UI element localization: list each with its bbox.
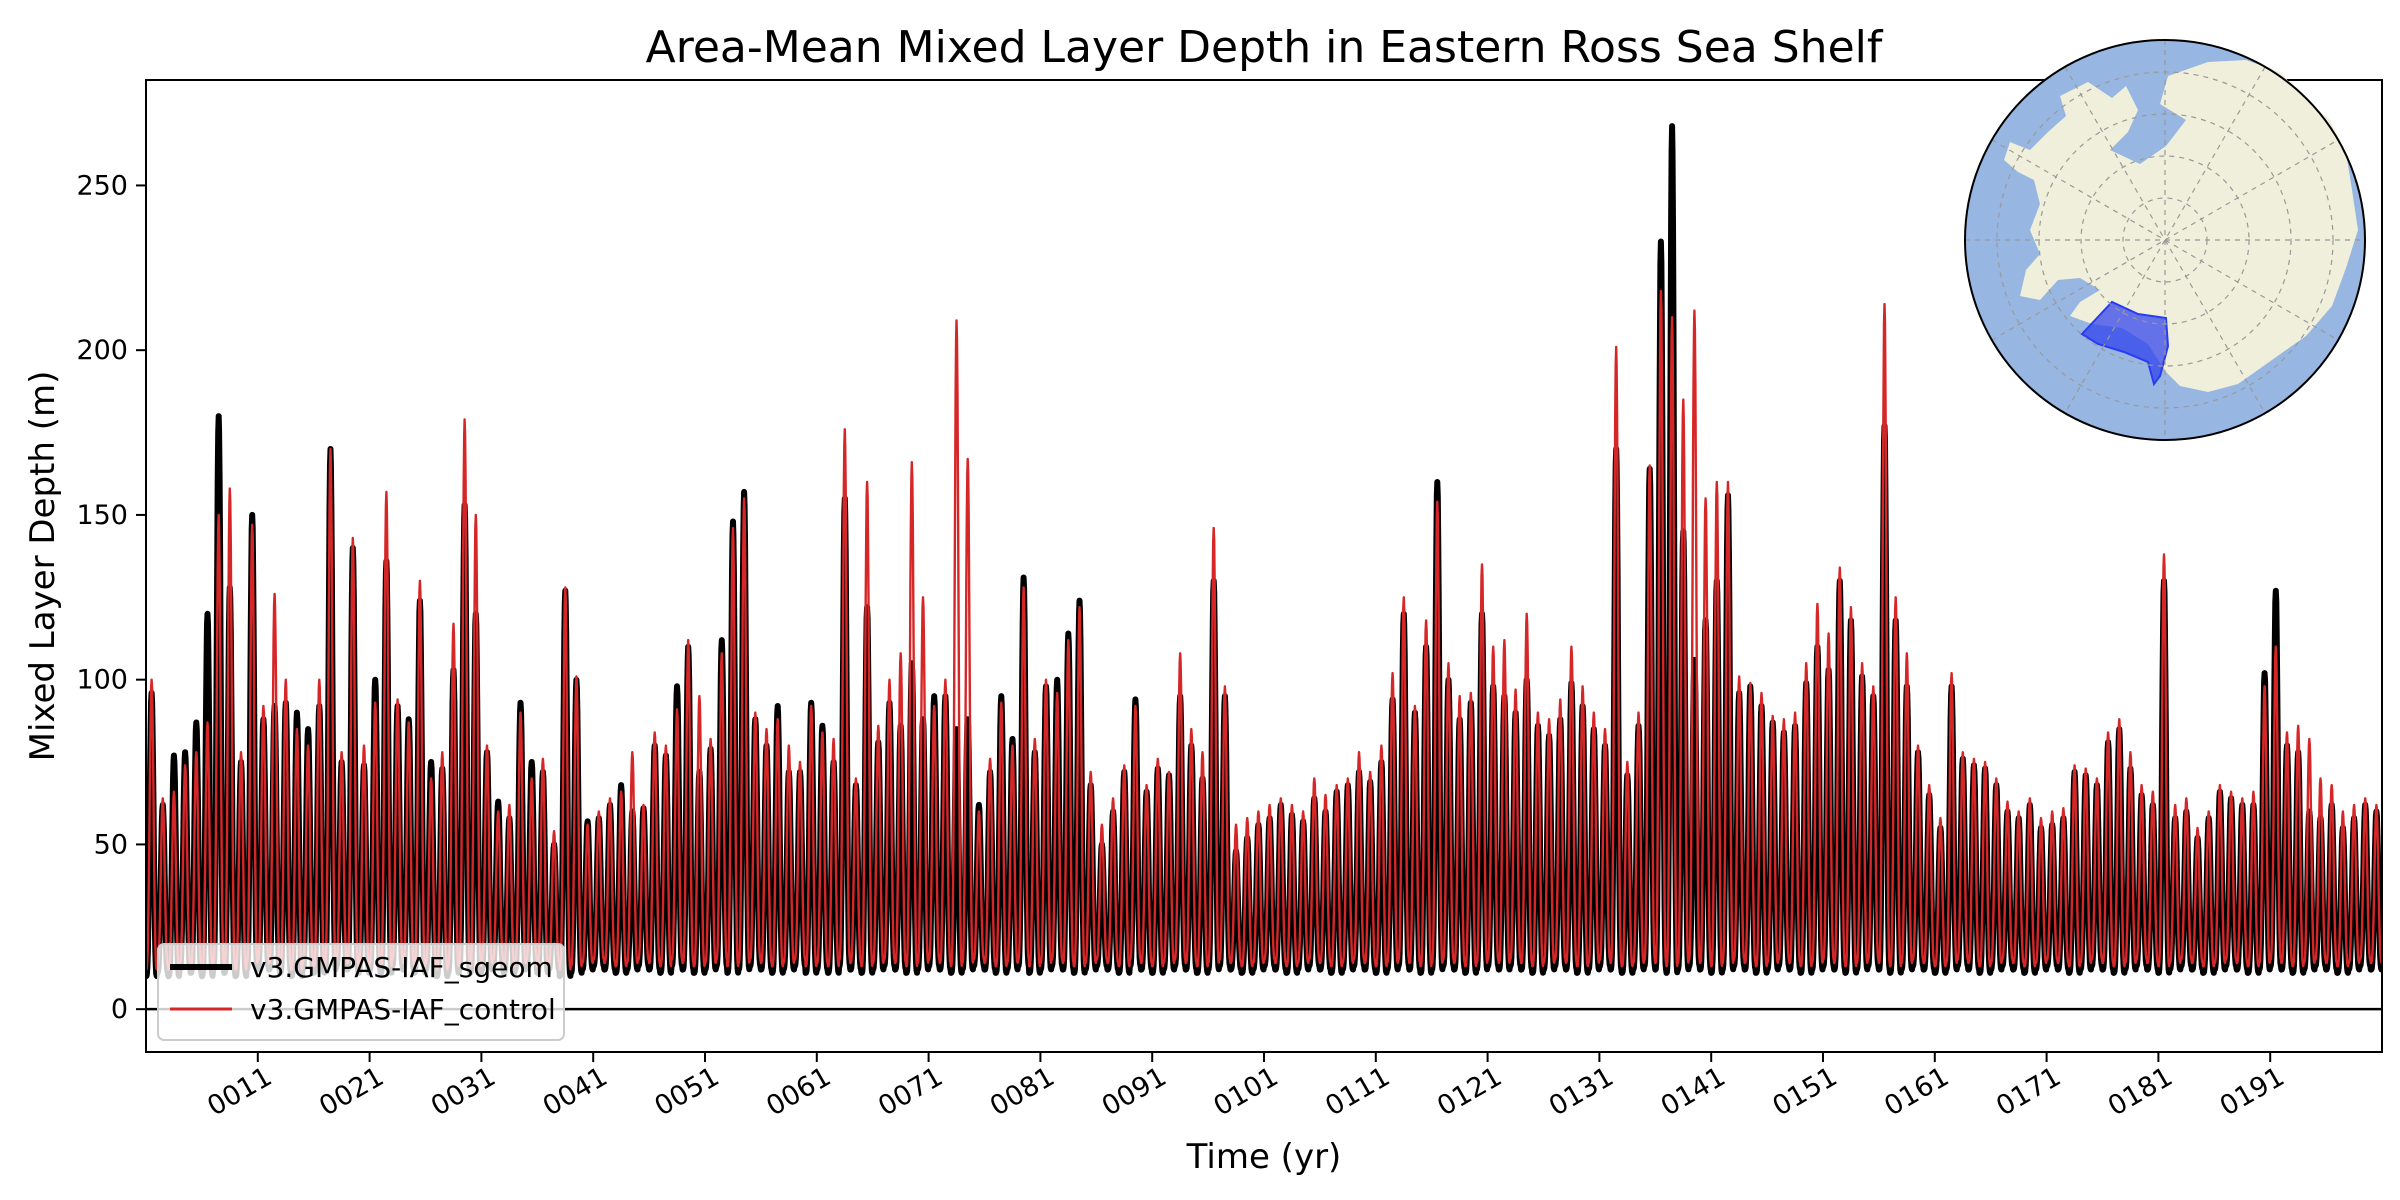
x-tick-label: 0041	[538, 1061, 613, 1122]
inset-map-border	[1964, 39, 2366, 441]
series-line-control	[146, 289, 2382, 971]
y-tick-label: 250	[76, 170, 128, 201]
x-tick-label: 0021	[314, 1061, 389, 1122]
legend-label-sgeom: v3.GMPAS-IAF_sgeom	[250, 951, 553, 984]
x-tick-label: 0061	[761, 1061, 836, 1122]
x-tick-label: 0101	[1208, 1061, 1283, 1122]
x-tick-label: 0121	[1432, 1061, 1507, 1122]
map-graticule	[1965, 40, 2365, 440]
legend-box	[157, 943, 565, 1041]
antarctica-inset-map	[1964, 39, 2366, 441]
y-tick-label: 0	[111, 994, 128, 1025]
x-tick-label: 0071	[873, 1061, 948, 1122]
y-tick-label: 200	[76, 335, 128, 366]
legend: v3.GMPAS-IAF_sgeom v3.GMPAS-IAF_control	[157, 943, 565, 1041]
x-tick-label: 0081	[985, 1061, 1060, 1122]
legend-label-control: v3.GMPAS-IAF_control	[250, 993, 556, 1026]
antarctica-landmass	[2004, 60, 2358, 392]
x-tick-label: 0151	[1767, 1061, 1842, 1122]
x-tick-label: 0091	[1097, 1061, 1172, 1122]
y-tick-label: 50	[94, 829, 128, 860]
x-tick-label: 0181	[2103, 1061, 2178, 1122]
x-tick-label: 0051	[649, 1061, 724, 1122]
x-tick-label: 0161	[1879, 1061, 1954, 1122]
x-tick-label: 0131	[1544, 1061, 1619, 1122]
y-tick-label: 150	[76, 500, 128, 531]
x-tick-label: 0191	[2215, 1061, 2290, 1122]
x-tick-label: 0141	[1656, 1061, 1731, 1122]
x-tick-label: 0171	[1991, 1061, 2066, 1122]
x-tick-label: 0011	[202, 1061, 277, 1122]
y-axis-label: Mixed Layer Depth (m)	[23, 371, 63, 762]
chart-title: Area-Mean Mixed Layer Depth in Eastern R…	[646, 22, 1884, 73]
x-tick-label: 0111	[1320, 1061, 1395, 1122]
y-tick-label: 100	[76, 665, 128, 696]
x-tick-label: 0031	[426, 1061, 501, 1122]
x-axis-label: Time (yr)	[1186, 1137, 1342, 1177]
